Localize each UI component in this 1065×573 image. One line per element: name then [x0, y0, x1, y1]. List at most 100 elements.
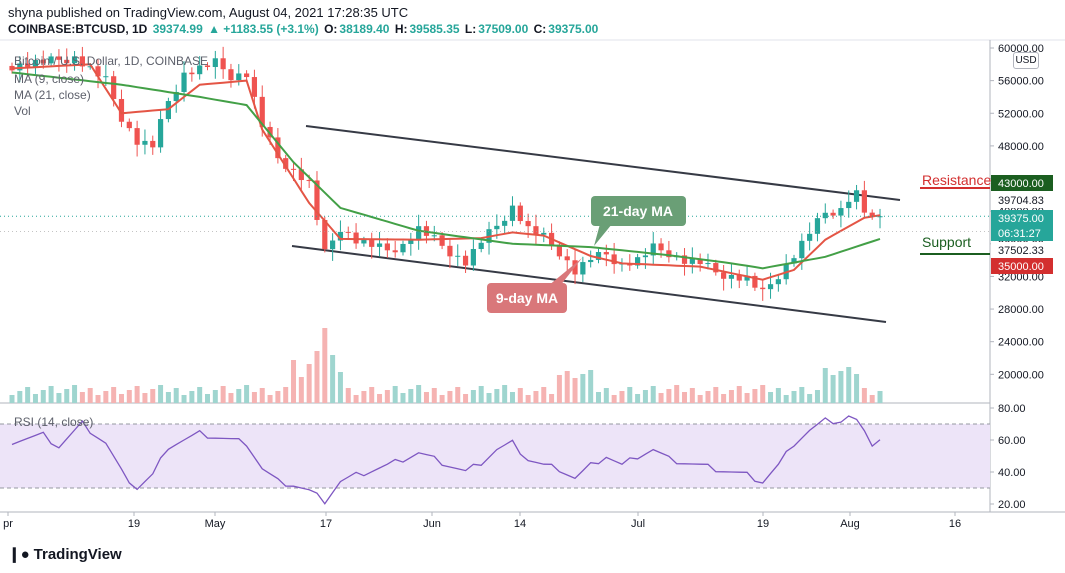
- volume-bar: [666, 389, 672, 403]
- volume-bar: [220, 386, 226, 403]
- volume-bar: [111, 387, 117, 403]
- volume-bar: [517, 388, 523, 403]
- volume-bar: [705, 391, 711, 403]
- volume-bar: [455, 387, 461, 403]
- close-label: C:: [533, 22, 547, 36]
- candle-body: [541, 232, 547, 235]
- price-label-box: [991, 192, 1053, 208]
- candle-body: [767, 284, 774, 290]
- volume-bar: [126, 390, 132, 403]
- candle-body: [400, 243, 406, 253]
- volume-bar: [423, 392, 429, 403]
- volume-bar: [314, 351, 320, 403]
- candle-body: [197, 65, 203, 75]
- rsi-tick-label: 20.00: [998, 499, 1026, 511]
- candle-body: [588, 259, 594, 263]
- price-tick-label: 48000.00: [998, 141, 1044, 153]
- volume-bar: [369, 387, 375, 403]
- candle-body: [322, 219, 328, 250]
- price-change: ▲ +1183.55 (+3.1%): [208, 22, 319, 36]
- volume-bar: [721, 394, 727, 403]
- volume-bar: [56, 393, 62, 403]
- ma21-callout-box: [591, 196, 686, 226]
- candle-body: [642, 255, 649, 258]
- volume-bar: [838, 371, 844, 403]
- candle-body: [470, 249, 476, 266]
- candle-body: [236, 73, 242, 81]
- candle-body: [212, 58, 218, 68]
- volume-bar: [689, 388, 695, 403]
- legend-title: Bitcoin / U.S. Dollar, 1D, COINBASE: [14, 54, 209, 68]
- candle-body: [595, 252, 602, 260]
- price-tick-label: 56000.00: [998, 76, 1044, 88]
- candle-body: [713, 263, 719, 273]
- close-value: 39375.00: [548, 22, 599, 36]
- candle-body: [95, 66, 101, 77]
- volume-bar: [814, 390, 820, 403]
- candle-body: [658, 243, 664, 251]
- publish-info: shyna published on TradingView.com, Augu…: [8, 5, 409, 20]
- candle-body: [580, 262, 586, 275]
- candle-body: [697, 258, 703, 265]
- legend-ma21: MA (21, close): [14, 88, 91, 102]
- candle-body: [376, 243, 383, 247]
- low-value: 37509.00: [478, 22, 529, 36]
- candle-body: [64, 59, 70, 64]
- candle-body: [689, 258, 695, 264]
- volume-bar: [25, 387, 31, 403]
- time-tick-label: Jun: [423, 518, 441, 530]
- volume-bar: [181, 395, 187, 403]
- volume-bars: [9, 328, 883, 403]
- candle-body: [79, 56, 85, 67]
- volume-bar: [431, 388, 437, 403]
- candle-body: [181, 72, 187, 92]
- volume-bar: [236, 389, 242, 403]
- volume-bar: [736, 386, 742, 403]
- resistance-label: Resistance: [922, 172, 991, 188]
- volume-bar: [197, 387, 203, 403]
- volume-bar: [17, 391, 23, 403]
- candle-body: [509, 205, 516, 221]
- volume-bar: [244, 385, 250, 403]
- candles: [9, 46, 883, 301]
- volume-bar: [580, 374, 586, 403]
- volume-bar: [173, 388, 179, 403]
- candle-body: [807, 233, 813, 241]
- candle-body: [314, 180, 320, 220]
- candle-body: [869, 212, 875, 217]
- volume-bar: [799, 387, 805, 403]
- candle-body: [650, 243, 656, 256]
- candle-body: [775, 279, 781, 285]
- candle-body: [752, 275, 758, 288]
- volume-bar: [752, 389, 758, 403]
- time-tick-label: Aug: [840, 518, 860, 530]
- volume-bar: [556, 375, 562, 403]
- open-label: O:: [324, 22, 338, 36]
- legend-ma9: MA (9, close): [14, 72, 85, 86]
- candle-body: [298, 169, 304, 181]
- volume-bar: [682, 392, 688, 403]
- volume-bar: [416, 385, 422, 403]
- high-value: 39585.35: [409, 22, 460, 36]
- candle-body: [728, 274, 735, 279]
- ma21-line: [11, 71, 881, 270]
- candle-body: [744, 275, 750, 281]
- candle-body: [478, 242, 484, 250]
- candle-body: [361, 240, 367, 244]
- volume-bar: [697, 395, 703, 403]
- candle-body: [814, 218, 821, 234]
- candle-body: [564, 256, 570, 261]
- volume-bar: [291, 360, 297, 403]
- volume-bar: [32, 394, 38, 403]
- candle-body: [760, 287, 766, 290]
- tradingview-branding[interactable]: ❙● TradingView: [8, 545, 122, 563]
- low-label: L:: [464, 22, 477, 36]
- candle-body: [533, 226, 539, 235]
- candle-body: [283, 158, 289, 169]
- volume-bar: [768, 392, 774, 403]
- volume-bar: [525, 395, 531, 403]
- price-tick-label: 52000.00: [998, 108, 1044, 120]
- currency-button[interactable]: USD: [1013, 52, 1039, 69]
- volume-bar: [869, 395, 875, 403]
